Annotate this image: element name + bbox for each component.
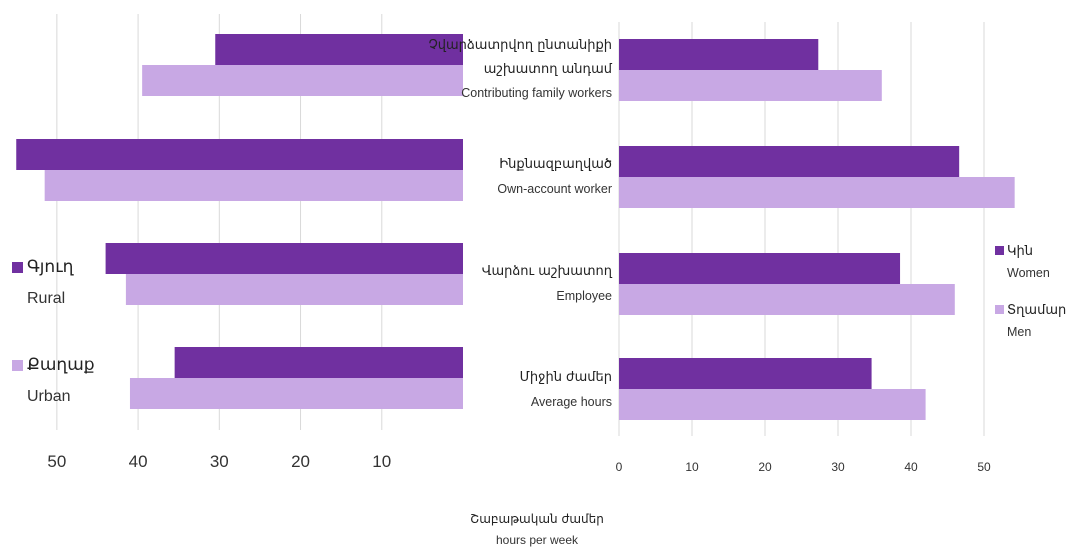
right-bars: [619, 39, 1015, 420]
right-bar-women: [619, 358, 872, 389]
right-bar-men: [619, 177, 1015, 208]
right-bar-men: [619, 70, 882, 101]
x-axis-title-english: hours per week: [496, 533, 579, 547]
x-axis-title-armenian: Շաբաթական ժամեր: [470, 512, 604, 526]
left-bar-rural: [174, 347, 463, 378]
left-legend-swatch: [12, 262, 23, 273]
right-bar-women: [619, 146, 960, 177]
right-bar-women: [619, 39, 819, 70]
right-tick-label: 0: [616, 460, 623, 474]
left-tick-label: 40: [129, 452, 148, 471]
left-bar-urban: [142, 65, 464, 96]
left-bar-rural: [105, 243, 463, 274]
right-legend: Կին Women Տղամարդ Men: [995, 244, 1066, 339]
right-legend-label-armenian: Կին: [1007, 244, 1033, 259]
right-bar-women: [619, 253, 901, 284]
right-category-label-armenian: Միջին ժամեր: [520, 370, 612, 385]
left-bar-urban: [125, 274, 464, 305]
right-tick-label: 40: [904, 460, 918, 474]
left-bar-urban: [44, 170, 463, 201]
right-legend-label-armenian: Տղամարդ: [1007, 303, 1066, 318]
left-legend-label-english: Rural: [27, 290, 65, 307]
right-tick-label: 50: [977, 460, 991, 474]
left-tick-label: 10: [372, 452, 391, 471]
right-bar-men: [619, 389, 926, 420]
left-tick-label: 20: [291, 452, 310, 471]
right-tick-label: 20: [758, 460, 772, 474]
right-category-label-armenian: Ինքնազբաղված: [499, 157, 612, 172]
right-category-label-english: Own-account worker: [497, 182, 612, 196]
right-category-label-armenian-line2: աշխատող անդամ: [484, 62, 613, 77]
right-tick-label: 10: [685, 460, 699, 474]
left-tick-label: 30: [210, 452, 229, 471]
left-bar-urban: [129, 378, 463, 409]
right-tick-labels: 0 10 20 30 40 50: [616, 460, 991, 474]
right-category-label-armenian: Վարձու աշխատող: [482, 264, 613, 279]
left-legend-swatch: [12, 360, 23, 371]
left-legend-label-armenian: Քաղաք: [27, 355, 95, 375]
right-category-labels: Չվարձատրվող ընտանիքի աշխատող անդամ Contrib…: [428, 38, 612, 409]
left-legend-label-english: Urban: [27, 388, 71, 405]
left-tick-label: 50: [47, 452, 66, 471]
left-bar-rural: [215, 34, 463, 65]
right-category-label-armenian: Չվարձատրվող ընտանիքի: [428, 38, 612, 53]
left-legend: Գյուղ Rural Քաղաք Urban: [12, 257, 95, 405]
left-legend-label-armenian: Գյուղ: [27, 257, 75, 277]
right-legend-swatch: [995, 305, 1004, 314]
right-tick-label: 30: [831, 460, 845, 474]
left-bars: [16, 34, 464, 409]
right-panel: 0 10 20 30 40 50 Չվարձատրվող ընտանիքի աշխատող …: [428, 22, 1066, 474]
right-category-label-english: Contributing family workers: [461, 86, 612, 100]
right-legend-swatch: [995, 246, 1004, 255]
left-bar-rural: [16, 139, 464, 170]
left-panel: 50 40 30 20 10 Գյուղ Rural Քաղաք Urban: [12, 14, 464, 471]
right-legend-label-english: Women: [1007, 266, 1050, 280]
left-tick-labels: 50 40 30 20 10: [47, 452, 391, 471]
right-category-label-english: Average hours: [531, 395, 612, 409]
right-bar-men: [619, 284, 955, 315]
right-category-label-english: Employee: [556, 289, 612, 303]
right-legend-label-english: Men: [1007, 325, 1031, 339]
